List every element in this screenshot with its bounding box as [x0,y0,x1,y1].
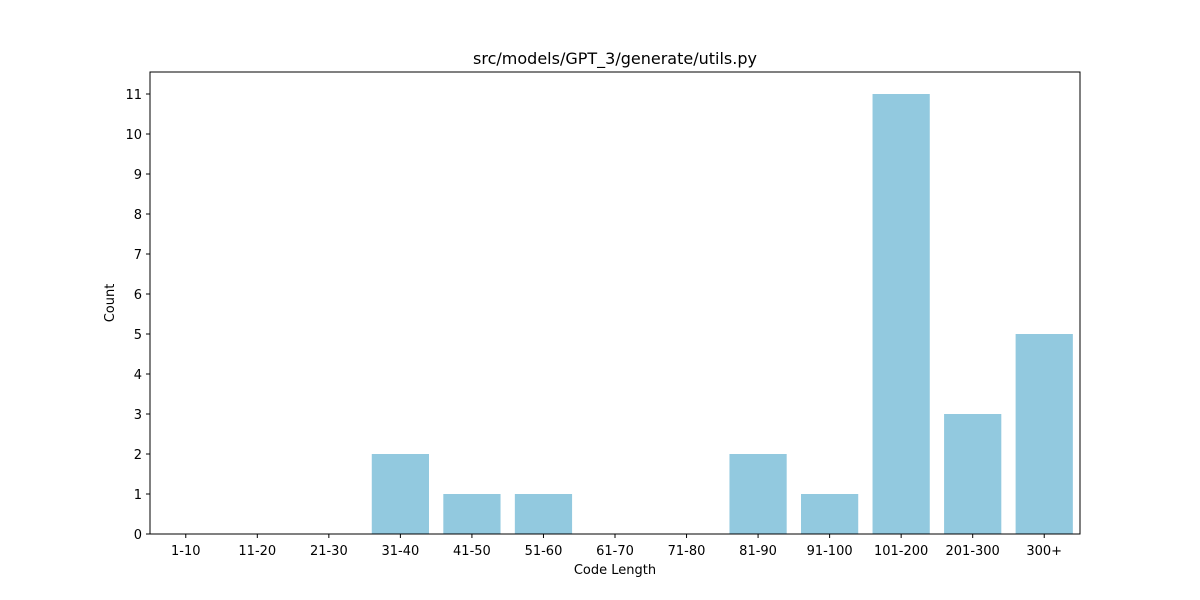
bars-group [371,94,1073,534]
y-tick-label: 5 [134,328,142,343]
y-axis-label: Count [103,284,118,323]
x-axis-label: Code Length [574,563,656,578]
y-tick-label: 3 [134,408,142,423]
bar-101-200 [872,94,930,534]
x-tick-label: 41-50 [453,544,491,559]
y-tick-label: 11 [125,88,142,103]
y-tick-label: 10 [125,128,142,143]
x-tick-label: 91-100 [807,544,853,559]
x-tick-label: 51-60 [525,544,563,559]
bar-201-300 [944,414,1002,534]
x-tick-label: 1-10 [171,544,201,559]
x-tick-label: 81-90 [739,544,777,559]
bar-91-100 [801,494,859,534]
x-tick-label: 300+ [1026,544,1062,559]
x-tick-label: 21-30 [310,544,348,559]
x-axis-ticks: 1-10 11-20 21-30 31-40 41-50 51-60 61-70 71-80 8… [171,534,1062,559]
bar-81-90 [729,454,787,534]
bar-300+ [1015,334,1073,534]
y-tick-label: 7 [134,248,142,263]
bar-41-50 [443,494,501,534]
y-tick-label: 4 [134,368,142,383]
y-tick-label: 8 [134,208,142,223]
y-tick-label: 2 [134,448,142,463]
y-tick-label: 1 [134,488,142,503]
x-tick-label: 201-300 [946,544,1000,559]
x-tick-label: 31-40 [381,544,419,559]
bar-51-60 [514,494,573,534]
x-tick-label: 101-200 [874,544,928,559]
x-tick-label: 61-70 [596,544,634,559]
x-tick-label: 11-20 [238,544,276,559]
y-tick-label: 0 [134,528,142,543]
plot-frame [149,71,1081,535]
bar-31-40 [371,454,429,534]
y-axis-ticks: 0 1 2 3 4 5 6 7 8 9 10 11 [125,88,150,543]
y-tick-label: 6 [134,288,142,303]
x-tick-label: 71-80 [668,544,706,559]
chart-title: src/models/GPT_3/generate/utils.py [473,49,757,69]
y-tick-label: 9 [134,168,142,183]
